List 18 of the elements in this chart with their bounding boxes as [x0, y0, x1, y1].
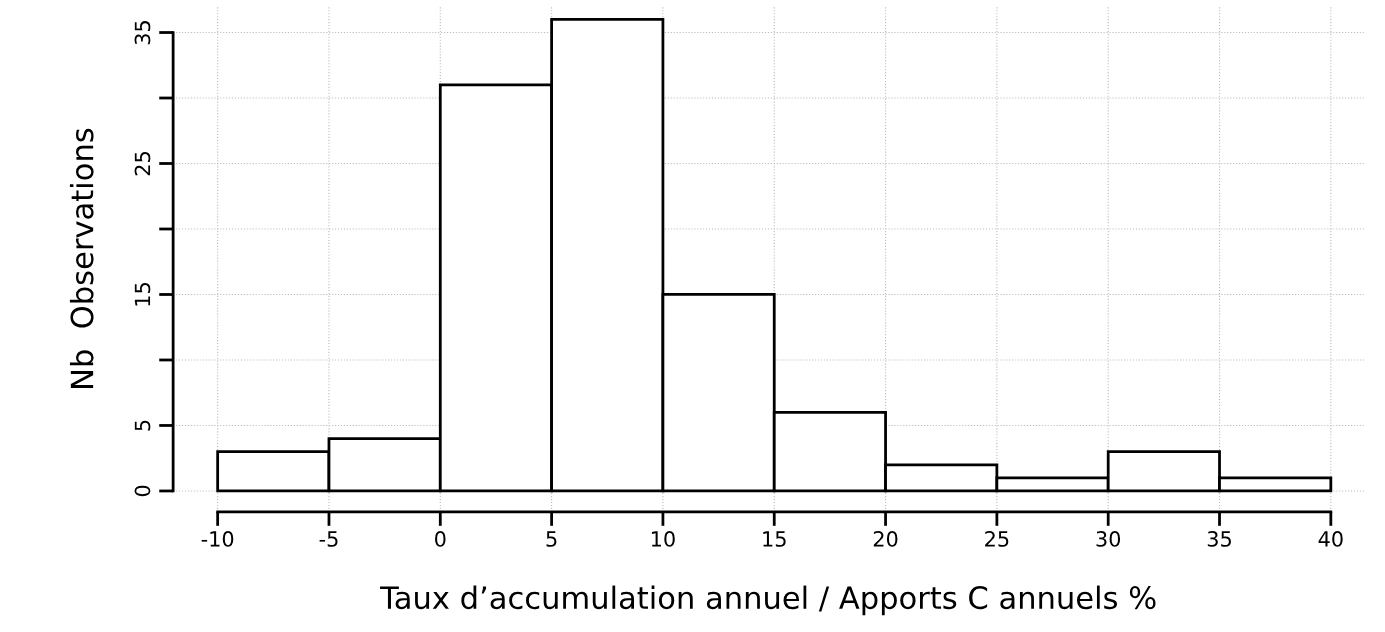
x-tick-label: 15 — [763, 531, 786, 547]
y-tick-label: 15 — [134, 283, 151, 306]
x-tick-label: 20 — [873, 531, 898, 547]
x-tick-label: -10 — [201, 531, 234, 547]
x-tick-label: 40 — [1318, 531, 1343, 547]
x-tick-label: 25 — [985, 531, 1009, 547]
x-tick-label: 0 — [435, 531, 446, 547]
x-tick-label: -5 — [319, 531, 338, 547]
x-axis-title: Taux d’accumulation annuel / Apports C annuels % — [380, 585, 1156, 616]
y-tick-label: 35 — [134, 21, 151, 45]
x-tick-label: 5 — [546, 531, 557, 547]
x-tick-label: 35 — [1207, 531, 1231, 547]
y-tick-label: 5 — [134, 420, 151, 431]
y-axis-title: Nb Observations — [69, 128, 94, 388]
y-tick-label: 0 — [134, 485, 151, 497]
x-tick-label: 10 — [651, 531, 675, 547]
x-tick-label: 30 — [1096, 531, 1121, 547]
y-tick-label: 25 — [134, 152, 151, 176]
